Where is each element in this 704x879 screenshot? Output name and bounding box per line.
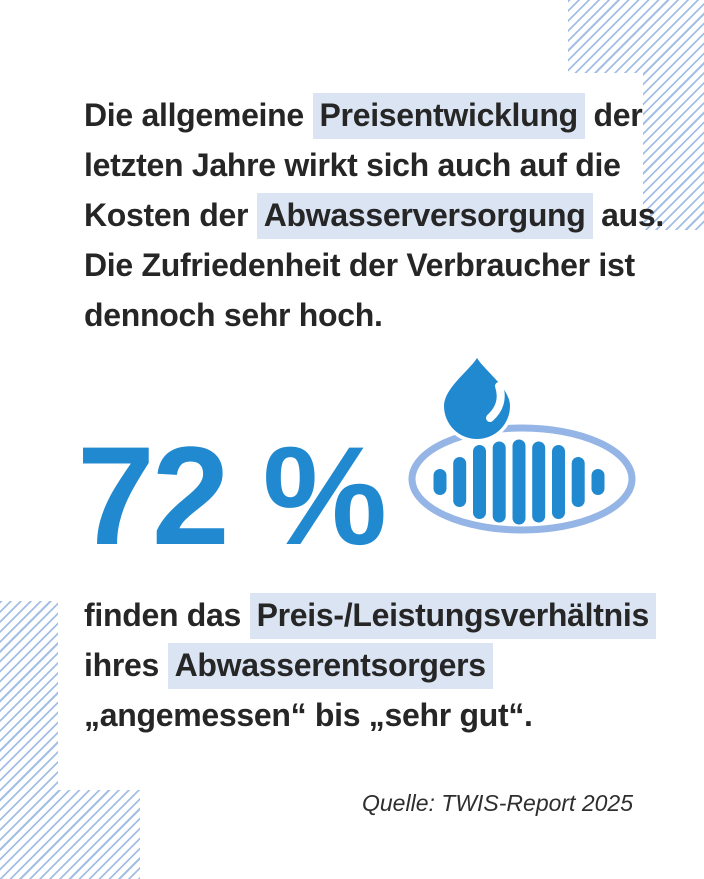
intro-text: Die Zufriedenheit der Verbraucher ist (84, 247, 635, 283)
intro-text: Die allgemeine (84, 97, 313, 133)
intro-text: Kosten der (84, 197, 257, 233)
highlighted-term: Preis-/Leistungsverhältnis (249, 593, 656, 639)
intro-line-3: Kosten der Abwasserversorgung aus. (84, 190, 664, 240)
outro-paragraph: finden das Preis-/Leistungsverhältnis ih… (84, 590, 656, 740)
intro-text: aus. (592, 197, 664, 233)
stat-value: 72 % (77, 417, 387, 574)
highlighted-term: Abwasserversorgung (256, 193, 593, 239)
outro-line-2: ihres Abwasserentsorgers (84, 640, 656, 690)
source-caption: Quelle: TWIS-Report 2025 (362, 790, 634, 816)
highlighted-term: Preisentwicklung (312, 93, 585, 139)
outro-line-1: finden das Preis-/Leistungsverhältnis (84, 590, 656, 640)
intro-line-5: dennoch sehr hoch. (84, 290, 664, 340)
intro-text: letzten Jahre wirkt sich auch auf die (84, 147, 621, 183)
highlighted-term: Abwasserentsorgers (167, 643, 493, 689)
intro-paragraph: Die allgemeine Preisentwicklung der letz… (84, 90, 664, 340)
water-drop-shine (486, 382, 505, 422)
intro-line-4: Die Zufriedenheit der Verbraucher ist (84, 240, 664, 290)
water-drop-soundwave-icon (400, 350, 650, 545)
soundwave-bars (433, 439, 605, 525)
outro-text: ihres (84, 647, 168, 683)
outro-text: „angemessen“ bis „sehr gut“. (84, 697, 533, 733)
ellipse-outline (408, 424, 636, 534)
outro-text: finden das (84, 597, 250, 633)
intro-line-2: letzten Jahre wirkt sich auch auf die (84, 140, 664, 190)
intro-text: dennoch sehr hoch. (84, 297, 383, 333)
intro-line-1: Die allgemeine Preisentwicklung der (84, 90, 664, 140)
intro-text: der (584, 97, 643, 133)
outro-line-3: „angemessen“ bis „sehr gut“. (84, 690, 656, 740)
